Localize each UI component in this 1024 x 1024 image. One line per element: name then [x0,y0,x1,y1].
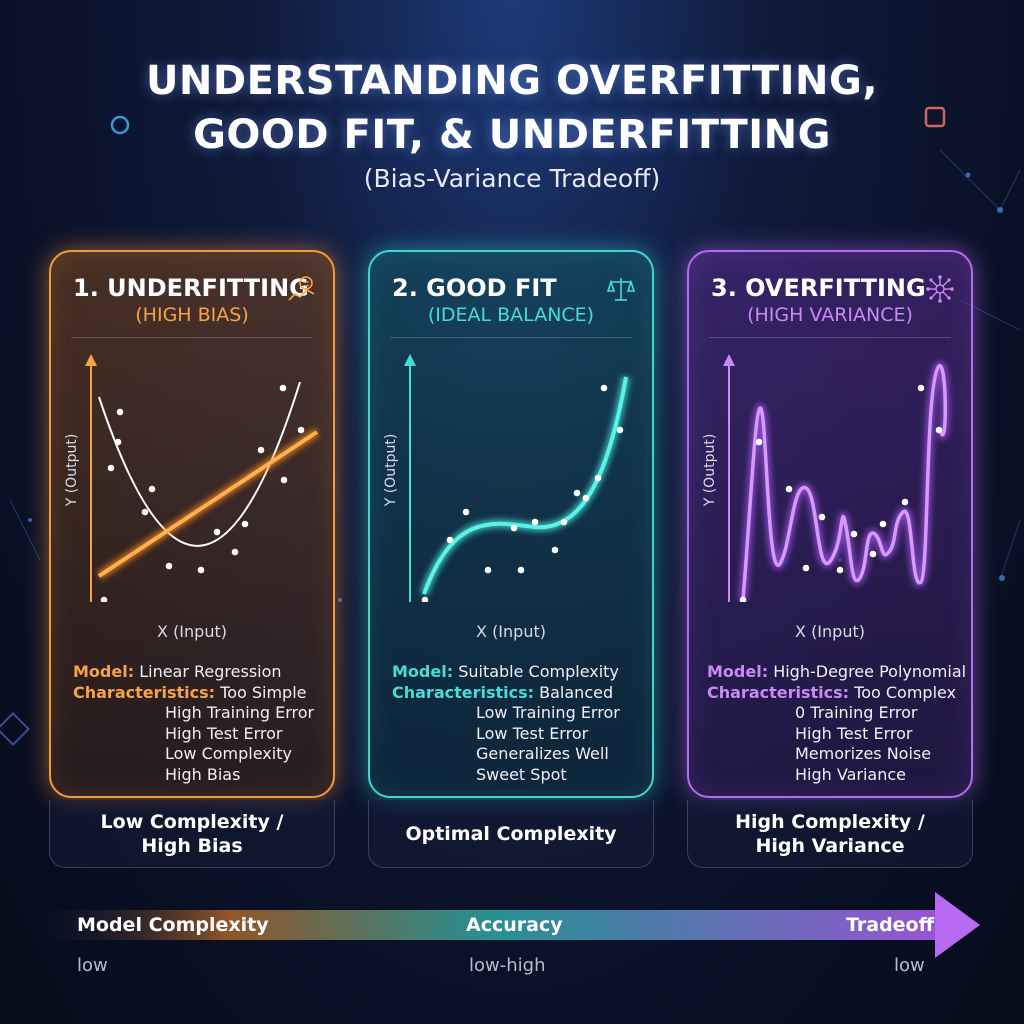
model-label: Model: [73,662,135,681]
trend-line-icon [288,276,315,301]
complexity-arrow [50,892,980,958]
overfitting-card: 3. OVERFITTING (HIGH VARIANCE) X (Input)… [687,250,973,798]
characteristic-item: Memorizes Noise [795,744,932,763]
good-fit-plot [404,354,631,602]
model-info: Model: Suitable Complexity Characteristi… [392,662,620,785]
page-title-line1: UNDERSTANDING OVERFITTING, [145,58,879,104]
page-title-line2: GOOD FIT, & UNDERFITTING [193,112,831,158]
axis-center-label: Accuracy [466,914,563,936]
axis-center-value: low-high [469,955,546,976]
characteristic-item: Balanced [539,682,614,702]
characteristics-label: Characteristics: [73,682,216,702]
model-label: Model: [707,662,769,681]
x-axis-label: X (Input) [476,622,546,641]
network-nodes-icon [926,275,954,303]
card-title: 1. UNDERFITTING [73,274,309,302]
characteristic-item: High Test Error [795,723,913,743]
divider [709,337,951,338]
divider [390,337,632,338]
card-subtitle: (IDEAL BALANCE) [427,304,595,326]
good-fit-footer: Optimal Complexity [368,800,654,868]
x-axis-label: X (Input) [795,622,865,641]
characteristic-item: High Bias [165,764,241,784]
characteristic-item: Generalizes Well [476,744,609,763]
axis-right-label: Tradeoff [846,914,934,936]
footer-line: High Bias [141,834,243,857]
axis-left-value: low [77,955,108,976]
model-label: Model: [392,662,454,681]
footer-line: Optimal Complexity [405,822,617,845]
model-value: Suitable Complexity [458,662,619,681]
card-subtitle: (HIGH VARIANCE) [747,304,913,326]
characteristic-item: Low Complexity [165,744,292,763]
underfitting-card: 1. UNDERFITTING (HIGH BIAS) X (Input) Y … [49,250,335,798]
characteristic-item: Too Complex [854,682,957,702]
underfitting-plot [85,354,320,602]
characteristic-item: 0 Training Error [795,703,918,722]
characteristic-item: Sweet Spot [476,764,567,784]
x-axis-label: X (Input) [157,622,227,641]
model-value: Linear Regression [139,662,282,681]
axis-right-value: low [894,955,925,976]
characteristic-item: High Training Error [165,703,315,722]
underfitting-footer: Low Complexity / High Bias [49,800,335,868]
page-subtitle: (Bias-Variance Tradeoff) [363,164,661,193]
card-subtitle: (HIGH BIAS) [135,304,249,326]
y-axis-label: Y (Output) [64,433,80,507]
characteristic-item: High Test Error [165,723,283,743]
card-title: 3. OVERFITTING [711,274,926,302]
characteristic-item: Low Training Error [476,703,620,722]
model-info: Model: Linear Regression Characteristics… [73,662,314,785]
characteristics-label: Characteristics: [392,682,535,702]
footer-line: High Variance [755,834,905,857]
characteristic-item: High Variance [795,764,906,784]
footer-line: Low Complexity / [100,810,284,833]
footer-line: High Complexity / [735,810,925,833]
overfitting-plot [723,354,950,602]
overfitting-footer: High Complexity / High Variance [687,800,973,868]
axis-left-label: Model Complexity [77,914,269,936]
y-axis-label: Y (Output) [383,433,399,507]
balance-scale-icon [606,278,636,301]
characteristic-item: Too Simple [220,682,307,702]
y-axis-label: Y (Output) [702,433,718,507]
model-value: High-Degree Polynomial [773,662,967,681]
characteristic-item: Low Test Error [476,723,589,743]
divider [71,337,313,338]
good-fit-card: 2. GOOD FIT (IDEAL BALANCE) X (Input) Y … [368,250,654,798]
characteristics-label: Characteristics: [707,682,850,702]
card-title: 2. GOOD FIT [392,274,557,302]
model-info: Model: High-Degree Polynomial Characteri… [707,662,966,785]
